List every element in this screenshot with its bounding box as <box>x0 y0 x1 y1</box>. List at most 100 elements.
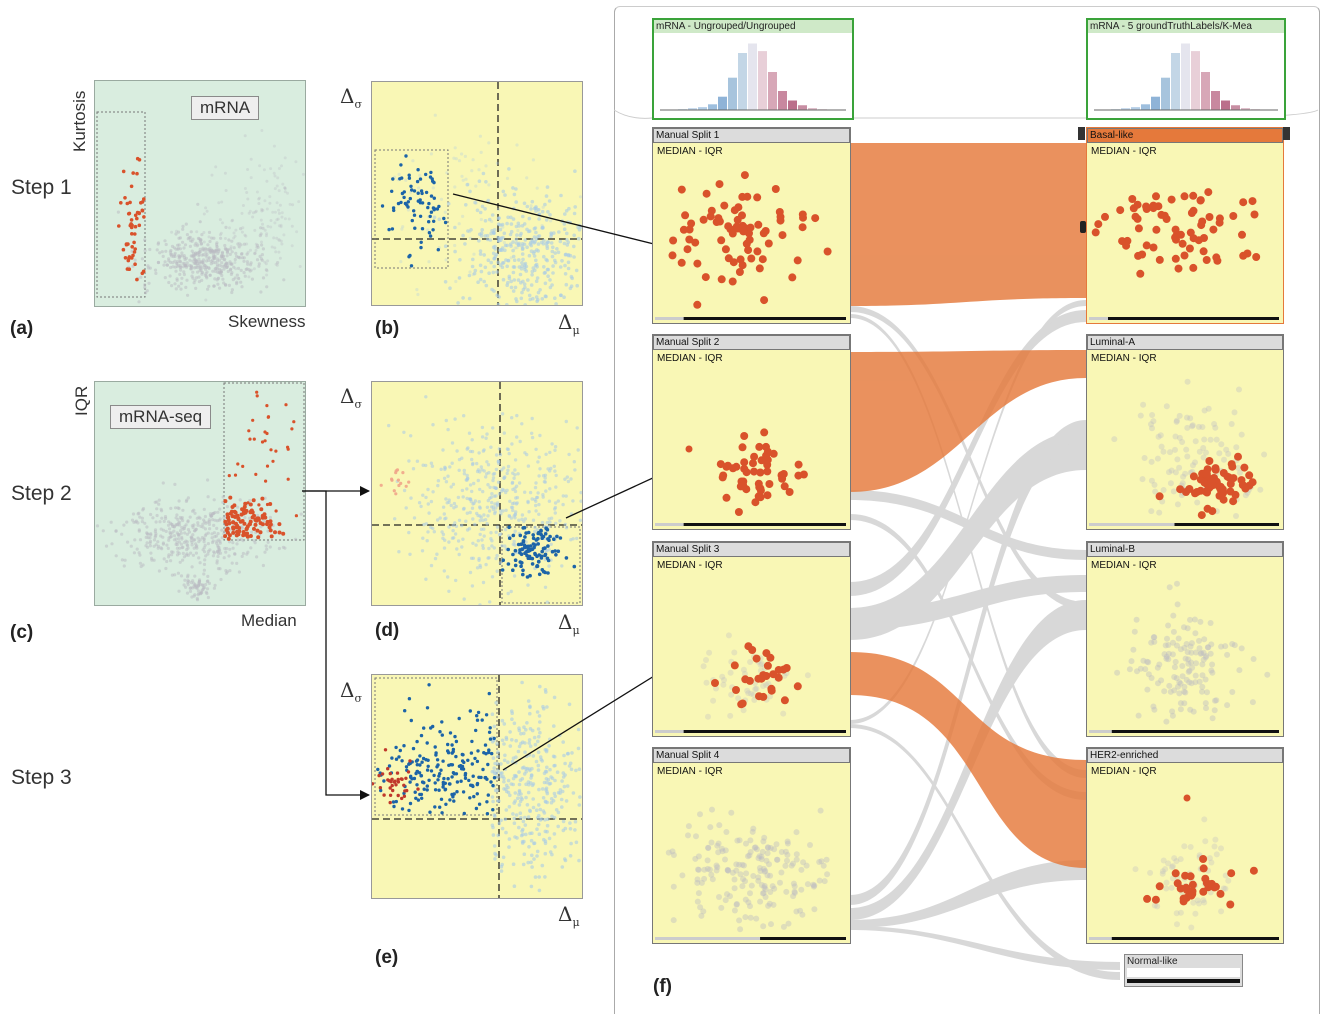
point <box>260 440 265 444</box>
point <box>454 157 458 161</box>
point <box>163 515 168 519</box>
point <box>757 661 764 668</box>
point <box>513 285 518 290</box>
point <box>564 252 568 257</box>
point <box>503 248 507 253</box>
point <box>477 451 481 455</box>
point <box>496 750 500 754</box>
point <box>191 553 195 557</box>
point <box>467 527 472 531</box>
panel-e-letter: (e) <box>375 947 399 968</box>
point <box>416 787 420 791</box>
point <box>247 275 251 279</box>
point <box>766 900 773 907</box>
point <box>277 208 281 212</box>
node-manual-split-1[interactable]: Manual Split 1 MEDIAN - IQR <box>652 127 851 324</box>
header-left[interactable]: mRNA - Ungrouped/Ungrouped <box>652 18 854 120</box>
point <box>192 281 196 285</box>
point <box>182 270 186 274</box>
point <box>558 265 563 269</box>
point <box>427 260 431 264</box>
point <box>552 695 557 700</box>
point <box>1211 707 1218 714</box>
point <box>555 770 560 774</box>
point <box>490 229 494 233</box>
point <box>1152 192 1160 201</box>
point <box>481 580 486 585</box>
point <box>535 299 539 304</box>
point <box>747 914 754 921</box>
point <box>402 190 406 194</box>
header-right[interactable]: mRNA - 5 groundTruthLabels/K-Mea <box>1086 18 1286 120</box>
point <box>514 484 519 488</box>
point <box>154 534 158 538</box>
point <box>240 285 244 289</box>
point <box>136 512 140 516</box>
point <box>569 767 574 772</box>
point <box>486 762 490 767</box>
point <box>509 505 514 509</box>
scroll-right-handle[interactable] <box>1283 127 1290 140</box>
point <box>509 222 514 226</box>
node-basal-like[interactable]: Basal-like MEDIAN - IQR <box>1086 127 1284 324</box>
point <box>469 751 474 755</box>
point <box>241 539 245 543</box>
point <box>132 240 136 245</box>
point <box>478 487 482 492</box>
node-manual-split-3[interactable]: Manual Split 3 MEDIAN - IQR <box>652 541 851 737</box>
point <box>761 868 768 875</box>
point <box>1126 666 1133 673</box>
node-luminal-a[interactable]: Luminal-A MEDIAN - IQR <box>1086 334 1284 530</box>
point <box>543 532 548 536</box>
point <box>265 547 269 551</box>
point <box>135 277 139 282</box>
point <box>479 231 484 235</box>
point <box>538 807 543 812</box>
point <box>685 225 694 234</box>
point <box>752 844 759 851</box>
point <box>376 767 380 772</box>
node-normal-like[interactable]: Normal-like <box>1124 954 1243 987</box>
point <box>567 206 571 211</box>
point <box>206 595 210 600</box>
drag-handle[interactable] <box>1080 221 1086 233</box>
point <box>177 540 181 544</box>
point <box>433 113 437 117</box>
point <box>558 239 563 244</box>
point <box>390 783 394 788</box>
point <box>155 248 159 252</box>
point <box>229 272 233 276</box>
point <box>415 459 420 463</box>
point <box>241 551 245 556</box>
point <box>450 792 454 797</box>
point <box>424 395 428 399</box>
point <box>255 245 259 249</box>
point <box>159 507 163 511</box>
node-manual-split-2[interactable]: Manual Split 2 MEDIAN - IQR <box>652 334 851 530</box>
point <box>521 279 525 284</box>
point <box>253 252 257 256</box>
point <box>523 750 527 754</box>
point <box>715 840 722 847</box>
point <box>143 249 147 253</box>
node-luminal-b[interactable]: Luminal-B MEDIAN - IQR <box>1086 541 1284 737</box>
point <box>164 566 168 571</box>
point <box>471 272 475 277</box>
point <box>436 483 440 488</box>
point <box>427 511 431 515</box>
point <box>513 468 517 472</box>
point <box>1212 253 1221 262</box>
node-her2-enriched[interactable]: HER2-enriched MEDIAN - IQR <box>1086 747 1284 944</box>
point <box>553 845 557 849</box>
scroll-left-handle[interactable] <box>1078 127 1085 140</box>
point <box>388 786 392 790</box>
point <box>573 819 578 824</box>
point <box>512 265 517 269</box>
point <box>1134 224 1143 233</box>
point <box>138 515 142 519</box>
node-manual-split-4[interactable]: Manual Split 4 MEDIAN - IQR <box>652 747 851 944</box>
point <box>464 519 468 523</box>
point <box>1196 645 1203 652</box>
point <box>242 256 246 260</box>
point <box>476 478 480 483</box>
